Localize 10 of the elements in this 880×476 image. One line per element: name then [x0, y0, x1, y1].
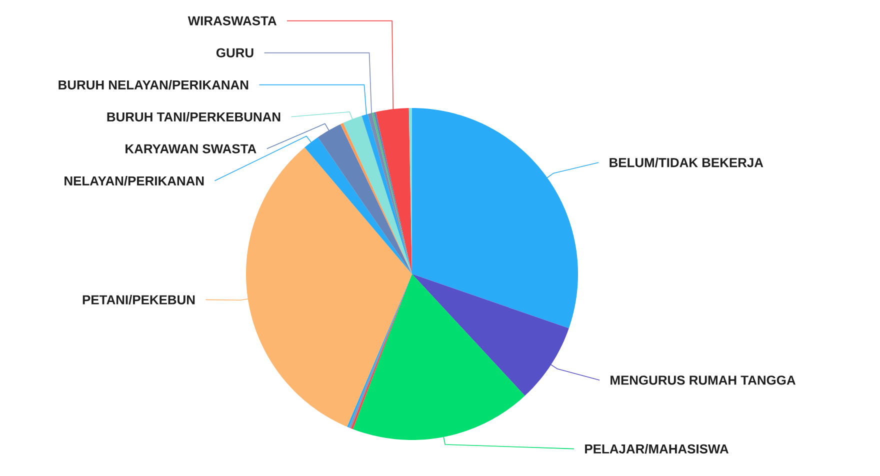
slice-label: BURUH TANI/PERKEBUNAN — [107, 112, 280, 122]
slice-label: MENGURUS RUMAH TANGGA — [610, 376, 796, 385]
slice-label: PELAJAR/MAHASISWA — [585, 444, 729, 454]
slice-label: BELUM/TIDAK BEKERJA — [610, 158, 764, 168]
slice-label: PETANI/PEKEBUN — [82, 294, 195, 305]
slice-label: GURU — [216, 48, 254, 58]
slice-label: KARYAWAN SWASTA — [126, 144, 256, 154]
slice-label: NELAYAN/PERIKANAN — [64, 176, 204, 186]
slice-label: WIRASWASTA — [188, 16, 276, 26]
slice-label: BURUH NELAYAN/PERIKANAN — [58, 80, 248, 90]
